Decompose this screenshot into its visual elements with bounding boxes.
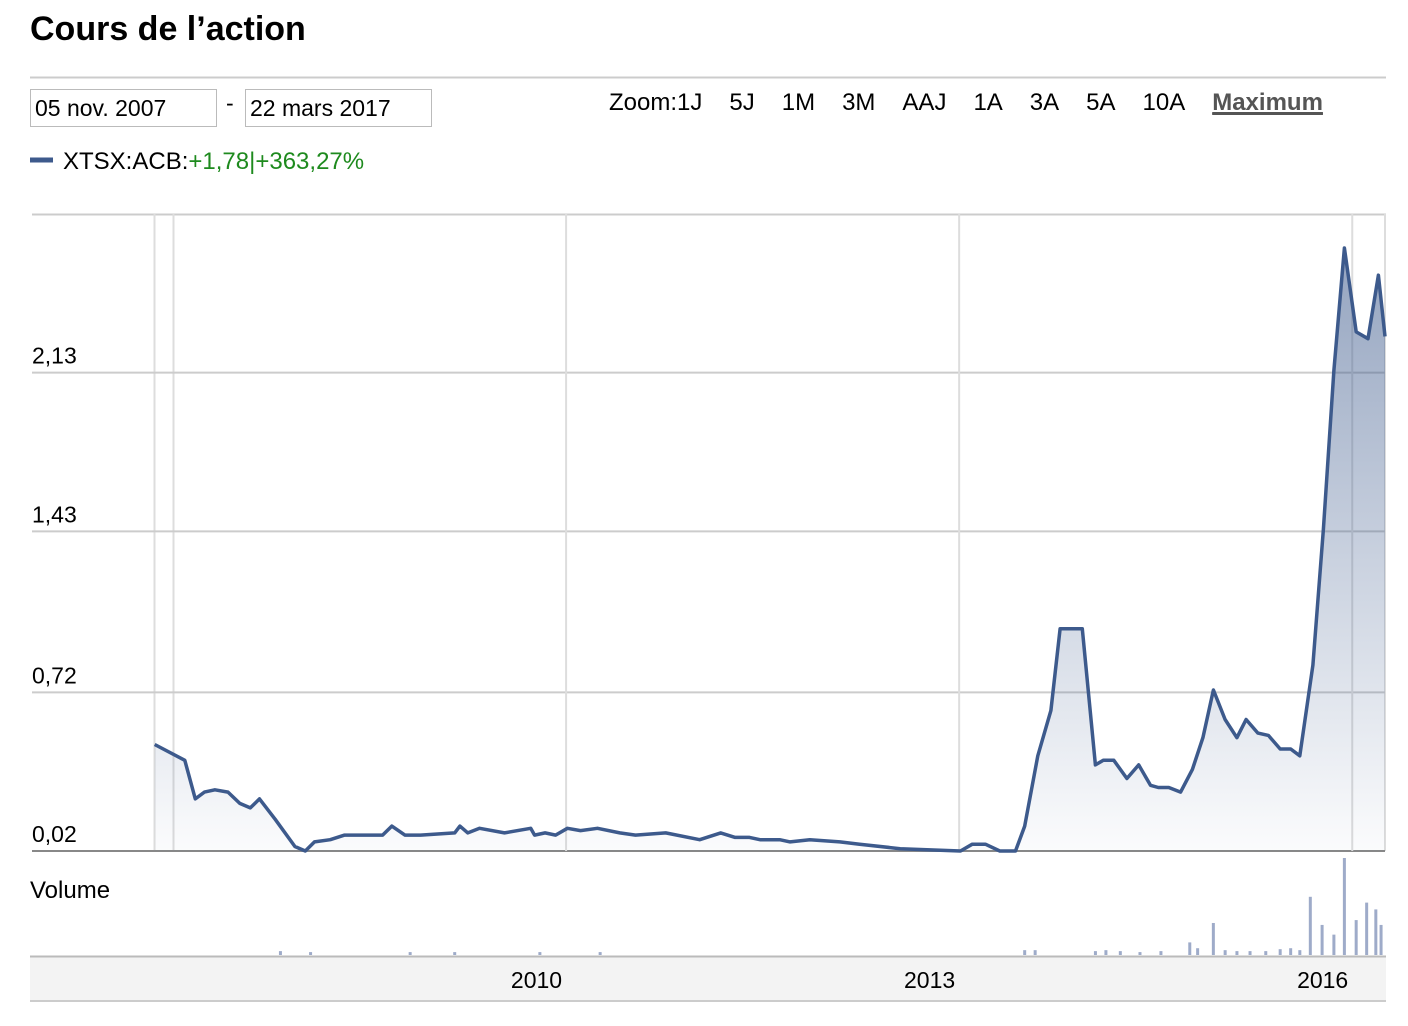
x-tick-label: 2016	[1297, 967, 1348, 993]
volume-bar	[598, 952, 602, 955]
volume-bar	[1248, 951, 1252, 955]
volume-bar	[1093, 951, 1097, 955]
start-date-input[interactable]	[30, 89, 217, 127]
volume-bar	[453, 952, 457, 955]
volume-bar	[278, 951, 282, 955]
zoom-option[interactable]: Maximum	[1212, 89, 1323, 116]
zoom-option[interactable]: 1M	[782, 89, 815, 116]
price-line	[153, 246, 1387, 853]
volume-bar	[1138, 952, 1142, 955]
y-tick-label: 0,02	[32, 821, 77, 847]
y-tick-label: 0,72	[32, 662, 77, 688]
date-separator: -	[226, 90, 234, 116]
zoom-option[interactable]: 1J	[677, 89, 702, 116]
x-tick-label: 2010	[511, 967, 562, 993]
zoom-option[interactable]: AAJ	[902, 89, 946, 116]
volume-bar	[1211, 922, 1215, 955]
volume-bar	[1308, 896, 1312, 955]
title: Cours de l’action	[30, 10, 306, 48]
volume-label: Volume	[30, 877, 110, 904]
start-date[interactable]: 05 nov. 2007	[35, 95, 166, 121]
volume-bar	[1278, 949, 1282, 955]
volume-bar	[1320, 924, 1324, 955]
zoom-option[interactable]: 3M	[842, 89, 875, 116]
volume-bar	[408, 952, 412, 955]
volume-bar	[1264, 951, 1268, 955]
zoom-label: Zoom:	[609, 89, 677, 116]
end-date[interactable]: 22 mars 2017	[250, 95, 391, 121]
price-area	[154, 248, 1385, 851]
zoom-option[interactable]: 10A	[1143, 89, 1186, 116]
volume-bar	[1118, 951, 1122, 955]
volume-bar	[1374, 909, 1378, 955]
volume-bar	[1379, 924, 1383, 955]
x-axis-band	[30, 956, 1386, 1001]
volume-bar	[1365, 902, 1369, 955]
volume-bar	[1289, 948, 1293, 955]
volume-bar	[1159, 951, 1163, 955]
legend-name: XTSX:ACB:	[63, 148, 188, 175]
y-tick-label: 1,43	[32, 501, 77, 527]
zoom-option[interactable]: 3A	[1030, 89, 1059, 116]
zoom-option[interactable]: 1A	[973, 89, 1002, 116]
volume-bar	[1235, 951, 1239, 955]
y-tick-label: 2,13	[32, 343, 77, 369]
volume-bar	[1332, 934, 1336, 955]
volume-bar	[1188, 942, 1192, 955]
legend-change: +1,78|+363,27%	[188, 148, 364, 175]
volume-bar	[1196, 948, 1200, 955]
zoom-option[interactable]: 5A	[1086, 89, 1115, 116]
volume-bar	[538, 952, 542, 955]
volume-bar	[1342, 858, 1346, 955]
volume-bar	[1104, 950, 1108, 955]
volume-bar	[1033, 950, 1037, 955]
end-date-input[interactable]	[245, 89, 432, 127]
volume-bar	[1023, 950, 1027, 955]
volume-bar	[1298, 950, 1302, 955]
x-tick-label: 2013	[904, 967, 955, 993]
zoom-option[interactable]: 5J	[729, 89, 754, 116]
volume-bar	[309, 952, 313, 955]
volume-bar	[1354, 920, 1358, 955]
volume-bar	[1223, 950, 1227, 955]
